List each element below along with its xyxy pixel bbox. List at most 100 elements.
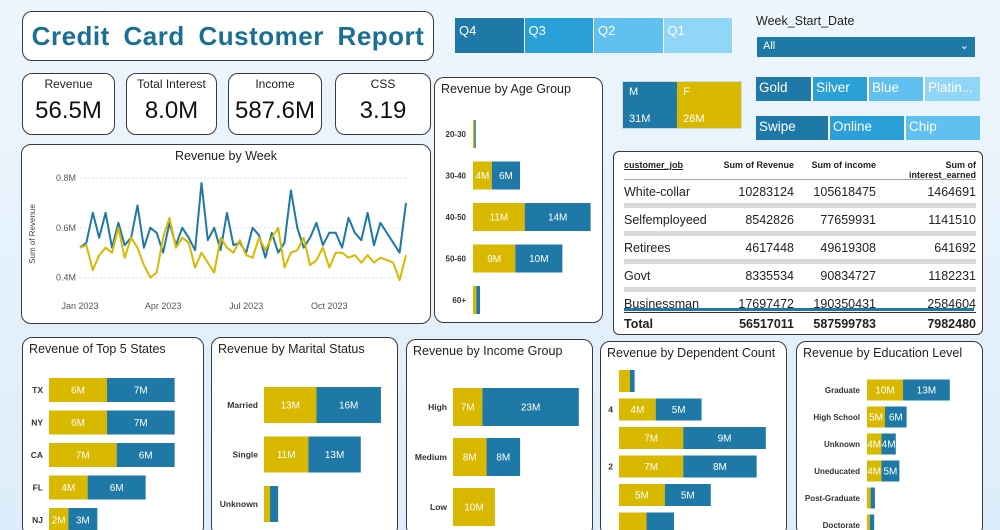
cell: 1182231 — [928, 268, 976, 283]
category-label: 60+ — [452, 296, 466, 305]
y-tick-label: 0.4M — [56, 273, 76, 283]
data-label: 7M — [644, 462, 658, 473]
kpi-value: 56.5M — [35, 97, 102, 124]
customer-job-table: customer_job Sum of Revenue Sum of incom… — [624, 160, 976, 331]
quarter-slicer-item[interactable]: Q3 — [524, 18, 594, 53]
bar-segment — [316, 387, 381, 423]
revenue-by-week-card: Revenue by Week 0.4M 0.6M 0.8M Jan 2023 Apr … — [21, 144, 431, 324]
cell: 7982480 — [927, 317, 976, 331]
kpi-value: 587.6M — [234, 97, 316, 124]
bar-segment — [867, 379, 903, 401]
dropdown-selected-value: All — [763, 40, 776, 52]
bar-segment — [482, 388, 579, 426]
category-label: 4 — [608, 405, 613, 415]
header-customer-job[interactable]: customer_job — [624, 160, 684, 170]
bar-segment — [308, 436, 361, 473]
bar-segment — [49, 508, 69, 530]
data-label: 6M — [71, 418, 85, 429]
cell: 4617448 — [745, 240, 794, 255]
bar-segment — [116, 443, 175, 467]
kpi-value: 8.0M — [144, 97, 199, 124]
category-label: High — [428, 402, 447, 412]
data-label: 9M — [487, 254, 501, 265]
bar-segment — [619, 427, 684, 449]
category-label: Unknown — [220, 499, 258, 509]
category-label: Single — [232, 450, 258, 460]
card-category-item[interactable]: Gold — [756, 77, 813, 101]
bar-segment — [264, 436, 309, 473]
card-category-slicer: Gold Silver Blue Platin... — [756, 77, 980, 101]
card-category-item[interactable]: Silver — [813, 77, 869, 101]
card-category-item[interactable]: Blue — [869, 77, 925, 101]
category-label: NJ — [32, 515, 43, 525]
quarter-slicer-item[interactable]: Q1 — [663, 18, 733, 53]
report-title-card: Credit Card Customer Report — [22, 11, 434, 61]
bar-segment — [453, 438, 487, 476]
kpi-revenue-card: Revenue 56.5M — [22, 73, 115, 135]
data-label: 8M — [496, 453, 510, 464]
kpi-css-card: CSS 3.19 — [335, 73, 431, 135]
bar-segment — [655, 398, 702, 421]
bar-segment — [270, 486, 279, 522]
x-tick-label: Apr 2023 — [145, 301, 182, 311]
bar-segment — [881, 460, 900, 482]
table-row: Govt 8335534 90834727 1182231 — [624, 264, 976, 292]
x-tick-label: Jan 2023 — [61, 301, 98, 311]
header-sum-revenue[interactable]: Sum of Revenue — [723, 160, 794, 170]
bar-segment — [867, 460, 882, 482]
data-label: 7M — [134, 418, 148, 429]
use-chip-item[interactable]: Online — [830, 116, 906, 140]
gender-tile-male[interactable]: M 31M — [623, 82, 678, 128]
quarter-slicer-item[interactable]: Q4 — [455, 18, 525, 53]
cell: 90834727 — [820, 268, 876, 283]
cell: 587599783 — [813, 317, 876, 331]
bar-segment — [491, 161, 521, 190]
category-label: 40-50 — [446, 213, 467, 222]
data-label: 7M — [134, 386, 148, 397]
card-category-item[interactable]: Platin... — [925, 77, 980, 101]
gender-value: 26M — [683, 113, 705, 125]
y-axis-label: Sum of Revenue — [28, 204, 37, 264]
data-label: 3M — [76, 516, 90, 527]
data-label: 13M — [280, 401, 299, 412]
category-label: CA — [31, 450, 43, 460]
week-start-date-dropdown[interactable]: All ⌄ — [757, 37, 975, 57]
quarter-slicer-item[interactable]: Q2 — [594, 18, 664, 53]
data-label: 5M — [681, 491, 695, 502]
revenue-by-age-group-chart: 20-30 30-40 4M 6M 40-50 11M 14M 50-60 9M 10M 60+ — [446, 120, 591, 314]
bar-segment — [264, 387, 317, 423]
bar-segment — [867, 514, 870, 530]
horizontal-scrollbar[interactable] — [624, 308, 974, 311]
bar-segment — [619, 455, 684, 478]
bar-segment — [867, 487, 871, 509]
bar-segment — [476, 286, 481, 314]
bar-segment — [49, 410, 107, 435]
data-label: 4M — [867, 440, 881, 451]
bar-segment — [619, 370, 631, 392]
category-label: 2 — [608, 462, 613, 472]
bar-segment — [107, 410, 175, 435]
use-chip-item[interactable]: Swipe — [756, 116, 830, 140]
gender-treemap: M 31M F 26M — [622, 81, 742, 129]
table-body[interactable]: White-collar 10283124 105618475 1464691 … — [624, 180, 976, 310]
bar-segment — [486, 438, 521, 476]
gender-label: M — [629, 86, 639, 98]
gender-tile-female[interactable]: F 26M — [677, 82, 741, 128]
chart-title: Revenue by Age Group — [441, 82, 571, 96]
category-label: Post-Graduate — [805, 494, 861, 503]
bar-segment — [107, 378, 175, 402]
revenue-by-marital-status-chart: Married 13M 16M Single 11M 13M Unknown — [220, 387, 381, 522]
use-chip-item[interactable]: Chip — [906, 116, 980, 140]
cell: Total — [624, 317, 653, 331]
header-sum-interest[interactable]: Sum of interest_earned — [908, 160, 976, 180]
bar-segment — [68, 508, 98, 530]
data-label: 9M — [718, 434, 732, 445]
header-sum-income[interactable]: Sum of income — [811, 160, 876, 170]
category-label: FL — [33, 483, 43, 493]
data-label: 8M — [713, 462, 727, 473]
data-label: 8M — [463, 453, 477, 464]
bar-segment — [49, 475, 88, 500]
kpi-value: 3.19 — [359, 97, 407, 124]
bar-segment — [473, 120, 475, 148]
cell: 17697472 — [738, 296, 794, 311]
